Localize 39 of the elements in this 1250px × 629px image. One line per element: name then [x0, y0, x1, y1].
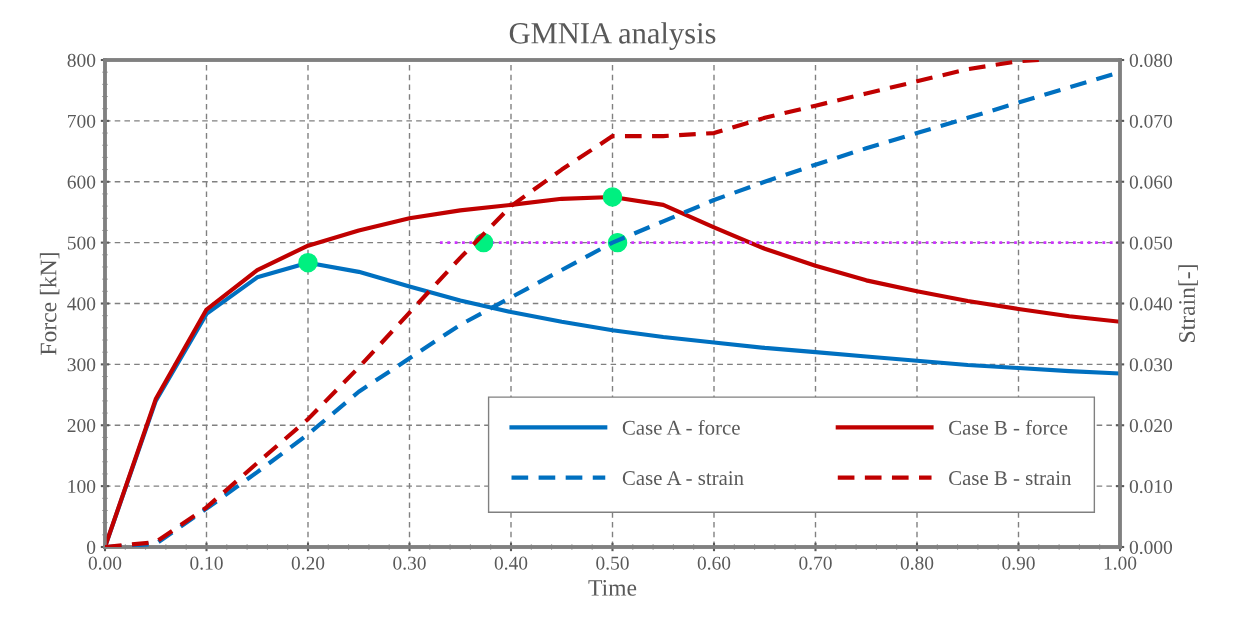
y2-tick-label: 0.020: [1129, 419, 1173, 433]
x-tick-label: 0.80: [900, 556, 934, 570]
y2-tick-label: 0.070: [1129, 114, 1173, 128]
y-axis-title: Force [kN]: [39, 253, 60, 355]
x-tick-label: 0.20: [291, 556, 325, 570]
y2-axis-title: Strain[-]: [1178, 265, 1198, 342]
chart-title: GMNIA analysis: [509, 22, 716, 50]
legend-label: Case B - force: [949, 419, 1068, 435]
legend-label: Case B - strain: [949, 471, 1072, 486]
y2-tick-label: 0.040: [1129, 297, 1173, 311]
x-tick-label: 0.40: [494, 556, 528, 570]
y-tick-label: 800: [67, 53, 96, 67]
point: [602, 187, 623, 207]
y2-tick-label: 0.060: [1129, 175, 1173, 189]
x-tick-label: 1.00: [1104, 556, 1137, 570]
x-tick-label: 0.60: [697, 556, 731, 570]
x-tick-label: 0.10: [190, 556, 223, 570]
y2-tick-label: 0.050: [1129, 236, 1173, 250]
y-tick-label: 300: [67, 358, 96, 372]
x-tick-label: 0.30: [393, 556, 426, 570]
point: [298, 252, 318, 273]
legend-label: Case A - strain: [622, 471, 744, 486]
x-tick-label: 0.50: [596, 556, 629, 570]
x-tick-label: 0.00: [88, 556, 122, 570]
y-tick-label: 0: [86, 540, 96, 554]
y-tick-label: 200: [67, 419, 96, 433]
y-tick-label: 500: [67, 236, 96, 250]
y2-tick-label: 0.000: [1129, 540, 1173, 555]
y-tick-label: 400: [67, 297, 96, 311]
y-tick-label: 600: [67, 175, 96, 189]
legend-label: Case A - force: [622, 419, 740, 435]
x-tick-label: 0.90: [1002, 556, 1035, 570]
x-axis-title: Time: [588, 579, 637, 596]
y-tick-label: 700: [68, 114, 96, 128]
y2-tick-label: 0.010: [1129, 479, 1173, 494]
y-tick-label: 100: [68, 479, 96, 494]
y2-tick-label: 0.030: [1129, 358, 1173, 372]
y2-tick-label: 0.080: [1129, 53, 1173, 68]
x-tick-label: 0.70: [799, 556, 832, 570]
